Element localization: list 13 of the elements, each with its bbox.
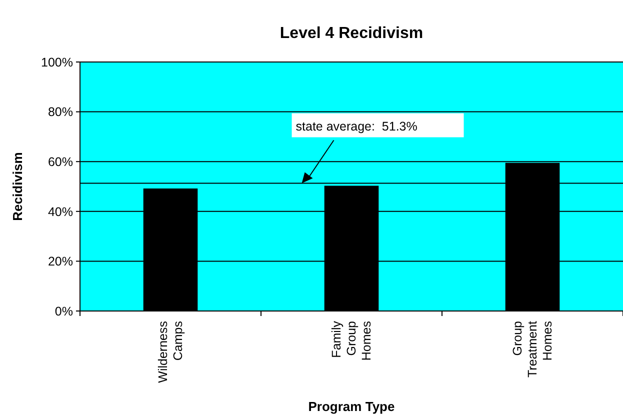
x-tick-label: Group Treatment Homes xyxy=(510,320,554,378)
y-tick-label: 40% xyxy=(48,204,73,219)
x-tick-label: Wilderness Camps xyxy=(156,321,185,383)
y-axis-title: Recidivism xyxy=(10,152,25,221)
x-tick-label: Family Group Homes xyxy=(330,320,374,361)
y-tick-label: 0% xyxy=(54,304,73,318)
ref-line-label: state average: 51.3% xyxy=(296,119,418,134)
chart-title: Level 4 Recidivism xyxy=(280,25,424,42)
y-tick-label: 20% xyxy=(48,254,73,269)
y-tick-label: 60% xyxy=(48,154,73,169)
x-axis-title: Program Type xyxy=(308,399,395,414)
y-tick-label: 100% xyxy=(41,55,73,70)
y-tick-label: 80% xyxy=(48,105,73,120)
